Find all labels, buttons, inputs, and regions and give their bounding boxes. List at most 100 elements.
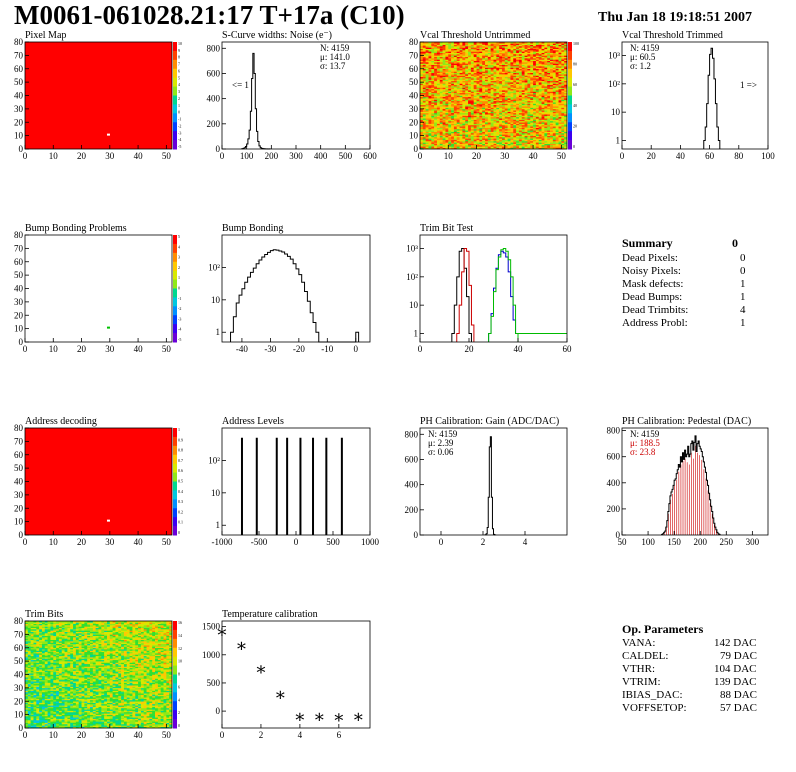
heatmap-cell [30,691,34,694]
heatmap-cell [436,107,441,110]
heatmap-cell [493,94,497,96]
x-tick-label: 50 [557,151,567,161]
heatmap-cell [524,59,528,62]
heatmap-cell [420,114,424,116]
heatmap-cell [550,142,554,144]
heatmap-cell [507,52,511,55]
heatmap-cell [510,75,514,78]
heatmap-cell [479,143,483,146]
heatmap-cell [533,132,537,135]
heatmap-cell [431,103,435,106]
heatmap-cell [459,127,463,130]
heatmap-cell [422,116,426,119]
heatmap-cell [564,138,568,140]
y-tick-label: 600 [607,452,621,462]
heatmap-cell [527,43,531,45]
heatmap-cell [434,48,438,51]
heatmap-cell [533,108,537,111]
heatmap-cell [462,116,466,119]
heatmap-cell [476,120,480,123]
heatmap-cell [470,78,475,80]
heatmap-cell [459,74,463,76]
heatmap-cell [547,108,551,111]
heatmap-cell [513,106,517,108]
heatmap-cell [535,88,540,91]
heatmap-cell [459,96,463,99]
heatmap-cell [476,62,480,64]
heatmap-cell [564,58,568,60]
heatmap-cell [541,62,545,64]
heatmap-cell [448,92,452,95]
heatmap-cell [422,88,426,91]
heatmap-cell [448,142,452,144]
stats-line: N: 4159 [630,43,660,53]
heatmap-cell [431,115,435,118]
heatmap-cell [485,135,489,138]
heatmap-cell [490,134,494,136]
heatmap-cell [479,128,483,131]
heatmap-cell [473,132,477,135]
heatmap-cell [431,64,435,67]
heatmap-cell [501,100,506,103]
heatmap-cell [544,56,548,59]
heatmap-cell [555,91,559,94]
heatmap-cell [501,54,506,56]
heatmap-cell [442,91,446,94]
heatmap-cell [485,75,489,78]
heatmap-cell [530,83,534,86]
heatmap-cell [25,718,29,721]
heatmap-cell [521,112,525,115]
heatmap-cell [445,56,449,59]
heatmap-cell [453,78,458,80]
heatmap-cell [422,86,426,88]
heatmap-cell [445,90,449,92]
color-scale-cell [173,526,177,536]
heatmap-cell [476,146,480,148]
heatmap-cell [538,134,542,136]
heatmap-cell [487,72,491,75]
heatmap-cell [451,47,455,49]
x-tick-label: 30 [105,537,115,547]
heatmap-cell [439,146,443,148]
heatmap-cell [459,68,463,71]
heatmap-cell [436,51,441,53]
heatmap-cell [436,96,441,99]
heatmap-cell [521,135,525,138]
heatmap-cell [555,90,559,92]
heatmap-cell [436,106,441,108]
heatmap-cell [496,96,500,99]
heatmap-cell [428,122,432,124]
heatmap-cell [485,118,489,120]
heatmap-cell [493,107,497,110]
heatmap-cell [420,90,424,92]
heatmap-cell [513,99,517,102]
heatmap-cell [33,633,37,635]
heatmap-cell [33,661,37,663]
heatmap-cell [442,43,446,45]
heatmap-cell [564,84,568,87]
histogram-line [230,249,360,343]
heatmap-fill [25,428,172,535]
heatmap-cell [558,103,562,106]
heatmap-cell [541,140,545,143]
heatmap-cell [516,110,520,112]
heatmap-cell [448,67,452,70]
heatmap-cell [456,44,460,47]
heatmap-cell [516,107,520,110]
heatmap-cell [25,626,29,628]
heatmap-cell [507,96,511,99]
heatmap-cell [521,68,525,71]
heatmap-cell [33,671,37,674]
heatmap-cell [479,134,483,136]
heatmap-cell [490,94,494,96]
heatmap-cell [434,71,438,74]
heatmap-cell [555,131,559,134]
heatmap-cell [476,92,480,95]
heatmap-cell [448,114,452,116]
heatmap-cell [504,46,508,48]
heatmap-cell [533,42,537,44]
heatmap-cell [493,68,497,71]
heatmap-cell [451,59,455,62]
heatmap-cell [434,78,438,80]
